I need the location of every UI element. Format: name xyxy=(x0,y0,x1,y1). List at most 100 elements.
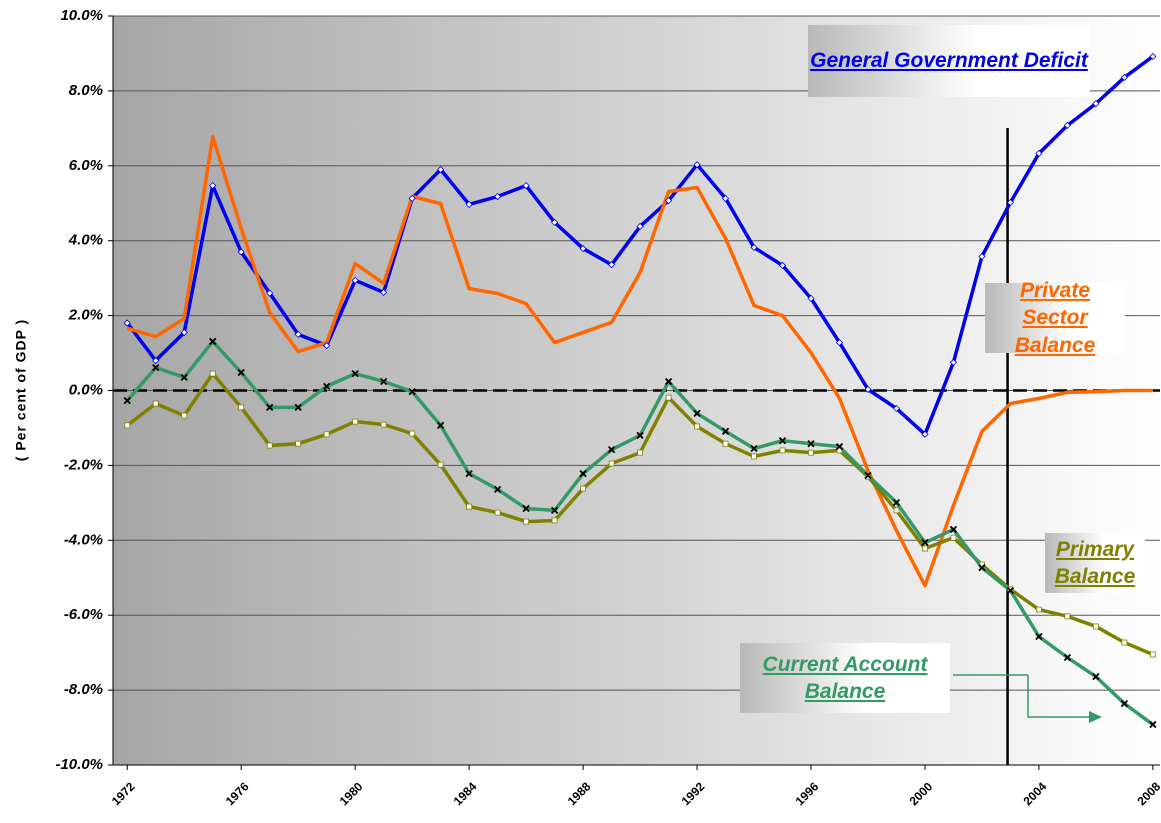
point xyxy=(237,248,245,256)
point xyxy=(266,442,273,449)
point xyxy=(152,356,160,365)
point xyxy=(550,506,559,514)
series-label: Primary Balance xyxy=(1045,533,1145,593)
point xyxy=(380,421,387,428)
point xyxy=(664,377,673,386)
point xyxy=(123,396,131,405)
x-tick-label: 1984 xyxy=(451,779,480,808)
point xyxy=(922,545,928,552)
point xyxy=(123,319,131,327)
point xyxy=(209,337,217,346)
point xyxy=(209,370,216,377)
point xyxy=(1035,632,1043,641)
point xyxy=(323,431,330,438)
x-tick-label: 1972 xyxy=(109,779,138,808)
point xyxy=(1120,73,1128,81)
point xyxy=(921,430,929,438)
point xyxy=(294,403,302,411)
point xyxy=(266,403,274,411)
point xyxy=(437,165,445,174)
point xyxy=(1092,623,1099,630)
point xyxy=(522,504,530,513)
point xyxy=(665,394,672,401)
point xyxy=(124,422,131,429)
y-tick-label: -10.0% xyxy=(55,756,103,773)
point xyxy=(693,409,701,417)
point xyxy=(636,431,644,440)
point xyxy=(209,182,217,190)
point xyxy=(978,564,986,572)
y-tick-label: 6.0% xyxy=(69,157,103,174)
series-line xyxy=(126,134,1153,588)
point xyxy=(693,161,701,169)
point xyxy=(1149,651,1156,658)
series-label: General Government Deficit xyxy=(808,25,1090,97)
point xyxy=(493,485,502,494)
point xyxy=(1092,100,1100,108)
point xyxy=(1006,198,1014,207)
point xyxy=(1063,653,1072,662)
point xyxy=(152,400,159,407)
point xyxy=(949,358,958,366)
y-tick-label: -8.0% xyxy=(64,681,103,698)
series-label: Private Sector Balance xyxy=(985,279,1125,357)
point xyxy=(380,377,388,386)
y-tick-label: 0.0% xyxy=(69,381,103,398)
x-tick-label: 2008 xyxy=(1134,779,1161,808)
point xyxy=(664,197,673,205)
point xyxy=(835,338,844,347)
y-tick-label: 8.0% xyxy=(69,82,103,99)
point xyxy=(892,404,901,413)
point xyxy=(551,517,558,524)
point xyxy=(807,440,815,448)
point xyxy=(1149,720,1157,729)
y-tick-label: 2.0% xyxy=(68,307,103,324)
point xyxy=(351,276,359,284)
point xyxy=(1035,149,1043,158)
point xyxy=(180,328,188,337)
point xyxy=(779,447,786,454)
point xyxy=(978,252,986,260)
point xyxy=(1036,606,1042,613)
point xyxy=(579,244,587,253)
point xyxy=(721,194,730,202)
point xyxy=(607,446,616,454)
point xyxy=(751,453,757,460)
point xyxy=(181,412,188,419)
point xyxy=(750,243,758,252)
x-tick-label: 1988 xyxy=(565,779,594,808)
point xyxy=(266,289,274,297)
point xyxy=(608,261,616,269)
point xyxy=(352,418,359,425)
point xyxy=(465,200,473,208)
x-tick-label: 1976 xyxy=(223,779,252,808)
point xyxy=(864,471,872,480)
point xyxy=(750,444,758,453)
point xyxy=(1120,699,1129,708)
point xyxy=(721,427,730,435)
point xyxy=(1149,52,1157,61)
point xyxy=(408,387,416,396)
point xyxy=(1063,121,1071,129)
point xyxy=(579,470,587,478)
point xyxy=(295,440,302,447)
series-label: Current Account Balance xyxy=(740,643,950,713)
arrow-head xyxy=(1089,711,1102,723)
point xyxy=(523,518,530,525)
point xyxy=(778,437,787,445)
y-tick-label: -2.0% xyxy=(64,456,103,473)
point xyxy=(864,385,872,393)
point xyxy=(437,461,444,468)
point xyxy=(808,449,814,456)
point xyxy=(892,498,901,507)
point xyxy=(408,194,416,202)
point xyxy=(152,364,160,372)
point xyxy=(351,370,359,378)
point xyxy=(238,404,245,411)
x-tick-label: 1992 xyxy=(679,779,708,808)
point xyxy=(465,470,473,478)
point xyxy=(921,538,929,547)
x-tick-label: 1996 xyxy=(793,779,822,808)
y-tick-label: -4.0% xyxy=(64,531,103,548)
point xyxy=(522,182,530,190)
